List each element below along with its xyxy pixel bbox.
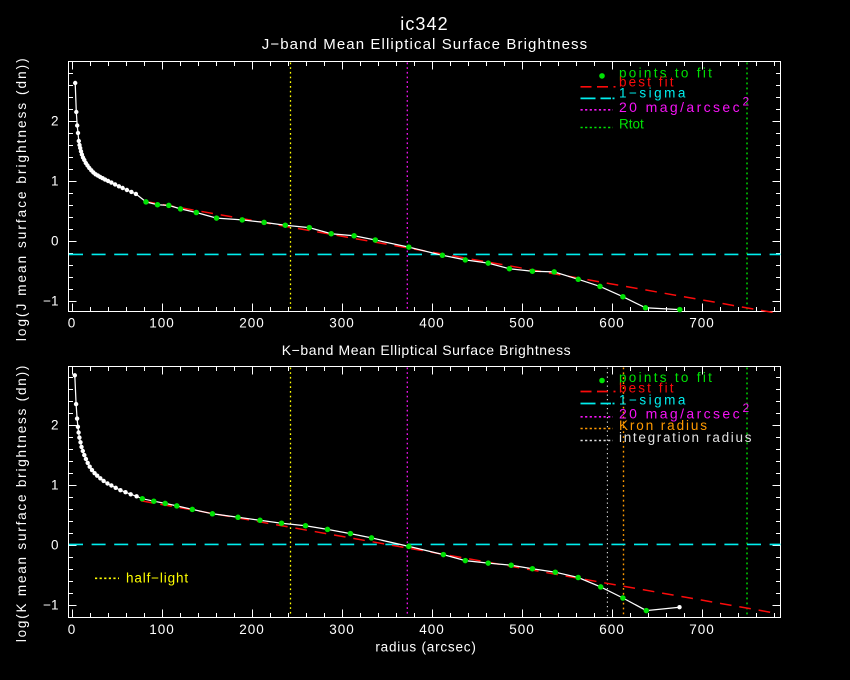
svg-text:500: 500 <box>509 622 535 637</box>
svg-text:300: 300 <box>329 622 355 637</box>
svg-text:Rtot: Rtot <box>619 117 644 132</box>
svg-text:400: 400 <box>419 315 445 330</box>
svg-text:0: 0 <box>68 622 77 637</box>
svg-text:2: 2 <box>743 95 750 109</box>
svg-text:1: 1 <box>51 478 59 493</box>
svg-text:2: 2 <box>51 418 59 433</box>
svg-text:400: 400 <box>419 622 445 637</box>
svg-text:0: 0 <box>68 315 77 330</box>
svg-text:700: 700 <box>689 622 715 637</box>
svg-text:700: 700 <box>689 315 715 330</box>
svg-text:300: 300 <box>329 315 355 330</box>
svg-text:K−band Mean Elliptical Surface: K−band Mean Elliptical Surface Brightnes… <box>282 342 572 358</box>
svg-text:100: 100 <box>149 315 175 330</box>
svg-text:20 mag/arcsec: 20 mag/arcsec <box>619 406 742 422</box>
svg-text:2: 2 <box>51 114 59 129</box>
svg-text:200: 200 <box>239 315 265 330</box>
svg-text:1−sigma: 1−sigma <box>619 86 688 101</box>
svg-text:−1: −1 <box>43 294 58 309</box>
svg-text:J−band Mean Elliptical Surface: J−band Mean Elliptical Surface Brightnes… <box>262 36 589 53</box>
svg-text:500: 500 <box>509 315 535 330</box>
svg-text:half−light: half−light <box>126 571 189 586</box>
svg-text:0: 0 <box>51 538 59 553</box>
svg-text:ic342: ic342 <box>400 14 449 34</box>
svg-text:−1: −1 <box>43 598 58 613</box>
svg-text:integration radius: integration radius <box>619 430 753 445</box>
svg-text:100: 100 <box>149 622 175 637</box>
svg-text:radius (arcsec): radius (arcsec) <box>375 640 476 655</box>
svg-text:600: 600 <box>599 315 625 330</box>
svg-text:1−sigma: 1−sigma <box>619 393 688 408</box>
svg-text:log(J mean surface brightness: log(J mean surface brightness (dn)) <box>14 56 29 341</box>
svg-text:2: 2 <box>743 401 750 415</box>
svg-text:0: 0 <box>51 234 59 249</box>
svg-text:200: 200 <box>239 622 265 637</box>
svg-text:best fit: best fit <box>619 75 676 90</box>
svg-text:points to fit: points to fit <box>619 66 714 81</box>
svg-text:best fit: best fit <box>619 381 676 396</box>
svg-text:Kron radius: Kron radius <box>619 418 709 433</box>
svg-text:1: 1 <box>51 174 59 189</box>
svg-text:points to fit: points to fit <box>619 370 714 385</box>
svg-text:log(K mean surface brightness: log(K mean surface brightness (dn)) <box>14 364 29 642</box>
svg-text:20 mag/arcsec: 20 mag/arcsec <box>619 99 742 115</box>
svg-text:600: 600 <box>599 622 625 637</box>
